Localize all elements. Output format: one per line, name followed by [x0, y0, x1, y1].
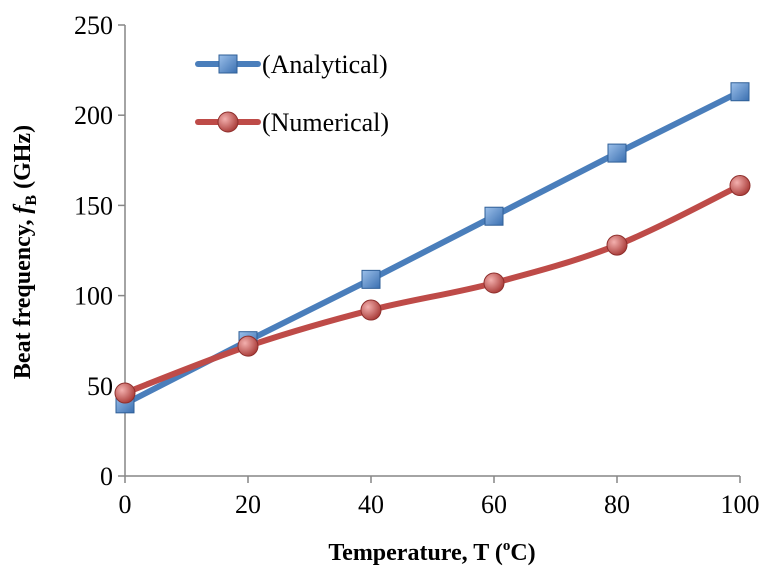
- x-tick-label: 20: [235, 490, 261, 519]
- data-point-numerical: [237, 335, 259, 357]
- y-tick-label: 250: [74, 11, 113, 40]
- series-line-numerical: [122, 182, 743, 397]
- y-tick-label: 0: [100, 462, 113, 491]
- legend-label-numerical: (Numerical): [262, 108, 389, 137]
- y-tick-label: 50: [87, 372, 113, 401]
- data-point-analytical: [484, 206, 504, 226]
- y-tick-label: 150: [74, 191, 113, 220]
- legend-swatch-marker-numerical: [217, 111, 239, 133]
- data-point-numerical: [483, 272, 505, 294]
- data-point-analytical: [361, 269, 381, 289]
- x-tick-label: 0: [119, 490, 132, 519]
- y-tick-label: 200: [74, 101, 113, 130]
- y-tick-label: 100: [74, 282, 113, 311]
- y-axis: 0 50 100 150 200 250: [74, 11, 126, 491]
- data-point-analytical: [607, 143, 627, 163]
- legend-label-analytical: (Analytical): [262, 50, 388, 79]
- data-point-numerical: [360, 299, 382, 321]
- legend-swatch-marker-analytical: [218, 54, 238, 74]
- x-tick-label: 100: [721, 490, 760, 519]
- x-tick-label: 40: [358, 490, 384, 519]
- data-point-numerical: [114, 382, 136, 404]
- legend: (Analytical) (Numerical): [195, 50, 389, 137]
- data-point-numerical: [729, 175, 751, 197]
- x-tick-label: 80: [604, 490, 630, 519]
- x-axis-title: Temperature, T (oC): [328, 538, 535, 566]
- data-point-numerical: [606, 234, 628, 256]
- x-tick-label: 60: [481, 490, 507, 519]
- x-axis: 0 20 40 60 80 100: [119, 475, 760, 519]
- data-point-analytical: [730, 82, 750, 102]
- y-axis-title: Beat frequency, fB (GHz): [10, 125, 40, 379]
